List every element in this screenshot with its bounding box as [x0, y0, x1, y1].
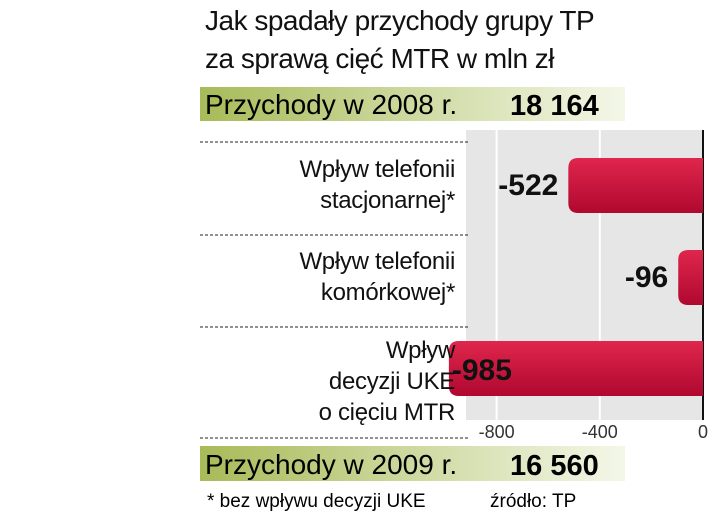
footnote: * bez wpływu decyzji UKE — [207, 491, 426, 512]
header-band — [200, 87, 625, 121]
bar — [448, 341, 703, 396]
x-tick-label: 0 — [698, 422, 708, 442]
x-tick-label: -800 — [479, 422, 515, 442]
footer-label: Przychody w 2009 r. — [205, 449, 457, 480]
footer-band — [200, 446, 625, 481]
header-value: 18 164 — [510, 90, 599, 122]
x-tick-label: -400 — [582, 422, 618, 442]
value-label: -985 — [452, 354, 512, 387]
bar — [678, 250, 703, 305]
footer-value: 16 560 — [510, 450, 599, 482]
category-label: Wpływ telefonii komórkowej* — [299, 248, 455, 306]
header-label: Przychody w 2008 r. — [205, 89, 457, 120]
source: źródło: TP — [490, 491, 576, 512]
category-label: Wpływ decyzji UKE o cięciu MTR — [318, 337, 456, 426]
category-label: Wpływ telefonii stacjonarnej* — [299, 156, 455, 214]
value-label: -96 — [625, 261, 668, 294]
value-label: -522 — [498, 169, 558, 202]
bar — [568, 158, 703, 213]
separators — [200, 141, 470, 439]
chart-title: Jak spadały przychody grupy TP za sprawą… — [205, 5, 595, 74]
